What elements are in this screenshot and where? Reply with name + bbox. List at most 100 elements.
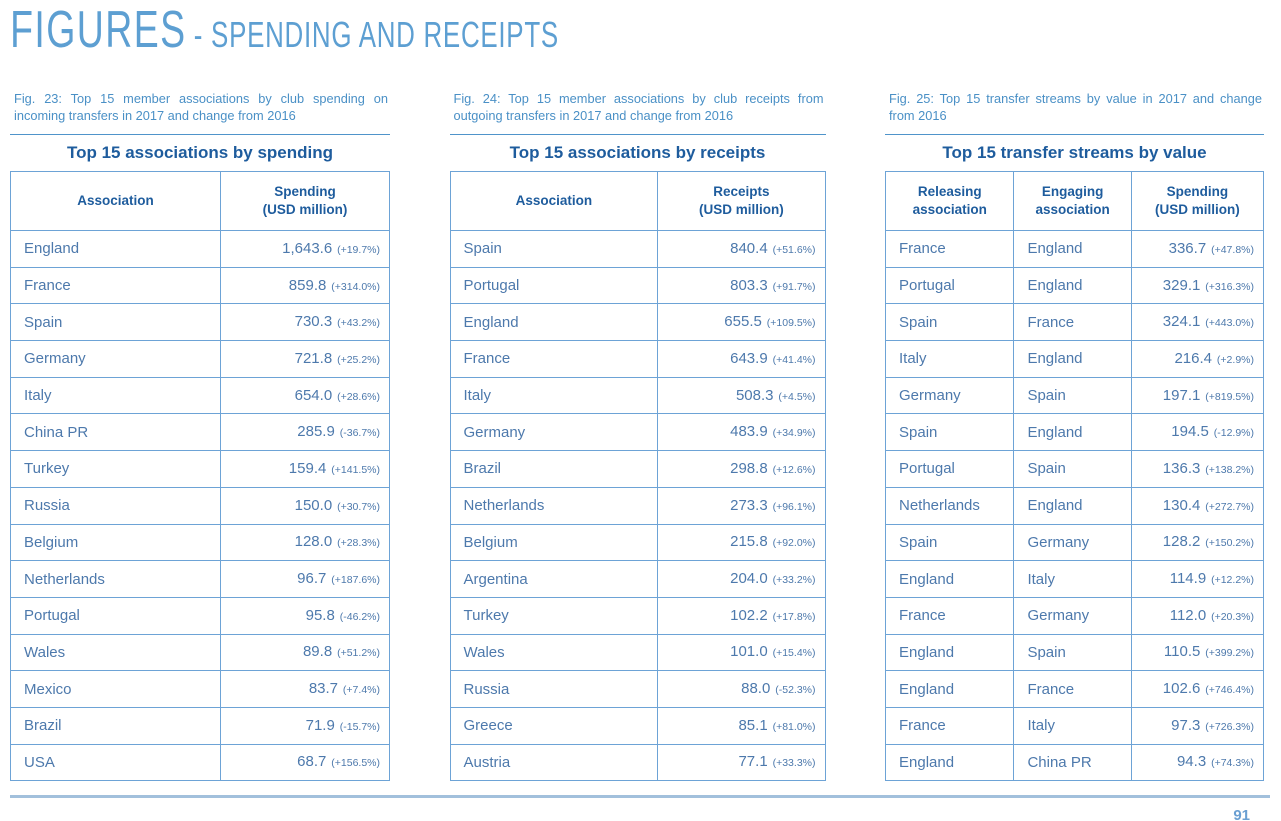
table-row: Germany 483.9 (+34.9%) [449, 413, 826, 452]
value-cell: 730.3 (+43.2%) [220, 303, 390, 342]
table-row: France Germany 112.0 (+20.3%) [884, 596, 1265, 635]
value-cell: 112.0 (+20.3%) [1130, 596, 1265, 635]
association-cell: Belgium [449, 523, 659, 562]
table-row: Mexico 83.7 (+7.4%) [9, 670, 390, 708]
value-change: (+316.3%) [1202, 280, 1254, 293]
table-row: Russia 88.0 (-52.3%) [449, 670, 826, 708]
value-cell: 483.9 (+34.9%) [657, 413, 826, 452]
value-amount: 128.2 [1162, 533, 1201, 551]
table-row: Spain 840.4 (+51.6%) [449, 230, 826, 268]
value-amount: 285.9 [297, 423, 335, 441]
association-cell: Netherlands [9, 560, 222, 598]
value-change: (+28.6%) [334, 390, 380, 403]
value-change: (-15.7%) [336, 720, 380, 733]
value-cell: 840.4 (+51.6%) [657, 230, 826, 268]
association-cell: Germany [1013, 596, 1132, 635]
value-change: (-12.9%) [1210, 427, 1254, 440]
table-row: Wales 89.8 (+51.2%) [9, 633, 390, 672]
table-row: France Italy 97.3 (+726.3%) [884, 706, 1265, 745]
value-change: (+30.7%) [334, 500, 380, 513]
association-cell: Germany [9, 340, 222, 378]
value-change: (+74.3%) [1208, 757, 1254, 770]
association-cell: Greece [449, 706, 659, 745]
value-cell: 197.1 (+819.5%) [1130, 376, 1265, 415]
association-cell: Spain [1013, 450, 1132, 488]
value-amount: 88.0 [741, 680, 771, 698]
value-cell: 1,643.6 (+19.7%) [220, 230, 390, 268]
value-change: (+443.0%) [1202, 317, 1254, 330]
table-row: Spain 730.3 (+43.2%) [9, 303, 390, 342]
value-amount: 102.2 [730, 606, 768, 624]
value-amount: 68.7 [297, 753, 327, 771]
value-change: (+726.3%) [1202, 720, 1254, 733]
association-cell: Italy [1013, 706, 1132, 745]
association-cell: Spain [884, 413, 1015, 452]
value-cell: 803.3 (+91.7%) [657, 266, 826, 305]
transfer-streams-table: Releasing association Engaging association S… [884, 171, 1265, 782]
value-cell: 273.3 (+96.1%) [657, 486, 826, 525]
association-cell: Italy [1013, 560, 1132, 598]
figures-row: Fig. 23: Top 15 member associations by c… [0, 90, 1281, 782]
value-change: (+25.2%) [334, 353, 380, 366]
table-row: Italy 508.3 (+4.5%) [449, 376, 826, 415]
value-amount: 94.3 [1176, 753, 1207, 771]
value-cell: 336.7 (+47.8%) [1130, 230, 1265, 268]
figure-23-section: Fig. 23: Top 15 member associations by c… [9, 90, 390, 782]
association-cell: Netherlands [449, 486, 659, 525]
table-row: England 655.5 (+109.5%) [449, 303, 826, 342]
association-cell: England [1013, 340, 1132, 378]
value-change: (+91.7%) [769, 280, 816, 293]
value-cell: 110.5 (+399.2%) [1130, 633, 1265, 672]
receipts-table: Association Receipts (USD million) Spain 84… [449, 171, 826, 782]
association-cell: Spain [1013, 376, 1132, 415]
value-cell: 71.9 (-15.7%) [220, 706, 390, 745]
value-cell: 88.0 (-52.3%) [657, 670, 826, 708]
table-row: Argentina 204.0 (+33.2%) [449, 560, 826, 598]
value-amount: 71.9 [305, 716, 335, 734]
value-change: (+51.2%) [334, 647, 380, 660]
value-change: (+399.2%) [1202, 647, 1254, 660]
value-amount: 655.5 [724, 313, 762, 331]
table-row: Italy England 216.4 (+2.9%) [884, 340, 1265, 378]
association-cell: France [884, 596, 1015, 635]
value-cell: 324.1 (+443.0%) [1130, 303, 1265, 342]
association-cell: China PR [9, 413, 222, 452]
figure-23-caption: Fig. 23: Top 15 member associations by c… [10, 90, 390, 135]
value-cell: 508.3 (+4.5%) [657, 376, 826, 415]
value-amount: 110.5 [1163, 643, 1201, 661]
spending-table: Association Spending (USD million) England… [9, 171, 390, 782]
value-cell: 130.4 (+272.7%) [1130, 486, 1265, 525]
association-cell: England [9, 230, 222, 268]
value-change: (+141.5%) [328, 463, 380, 476]
association-cell: France [1013, 670, 1132, 708]
value-amount: 95.8 [305, 606, 335, 624]
value-cell: 89.8 (+51.2%) [220, 633, 390, 672]
value-change: (+43.2%) [334, 317, 380, 330]
association-cell: Spain [9, 303, 222, 342]
table-row: Austria 77.1 (+33.3%) [449, 743, 826, 782]
value-change: (+272.7%) [1202, 500, 1254, 513]
table-row: Greece 85.1 (+81.0%) [449, 706, 826, 745]
value-amount: 730.3 [294, 313, 333, 331]
footer-divider [10, 795, 1270, 798]
value-amount: 159.4 [288, 459, 327, 477]
value-cell: 329.1 (+316.3%) [1130, 266, 1265, 305]
value-change: (+34.9%) [769, 427, 816, 440]
value-change: (+150.2%) [1202, 537, 1254, 550]
value-amount: 654.0 [294, 386, 333, 404]
association-cell: Netherlands [884, 486, 1015, 525]
value-amount: 89.8 [302, 643, 333, 661]
association-cell: France [449, 340, 659, 378]
association-cell: Portugal [884, 450, 1015, 488]
table-row: Italy 654.0 (+28.6%) [9, 376, 390, 415]
association-cell: China PR [1013, 743, 1132, 782]
association-cell: England [884, 633, 1015, 672]
association-cell: France [1013, 303, 1132, 342]
association-cell: Spain [1013, 633, 1132, 672]
value-amount: 324.1 [1162, 313, 1201, 331]
association-cell: Brazil [9, 706, 222, 745]
value-change: (+20.3%) [1208, 610, 1254, 623]
value-change: (+33.2%) [769, 574, 816, 587]
table-row: Netherlands 96.7 (+187.6%) [9, 560, 390, 598]
